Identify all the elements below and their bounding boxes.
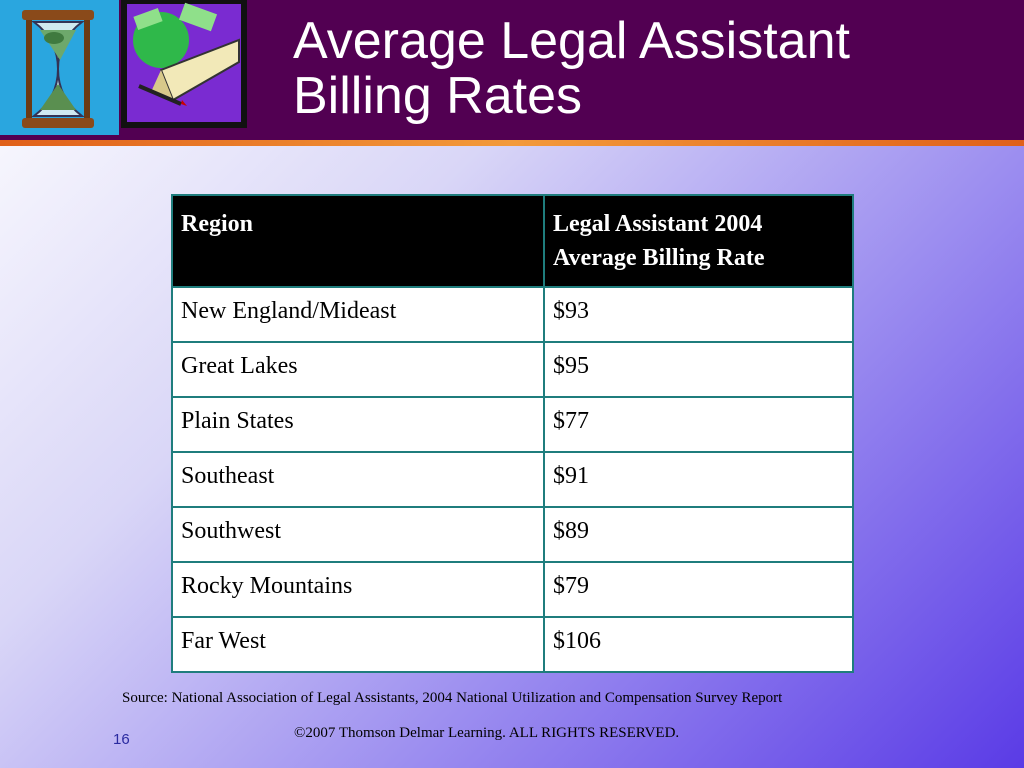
region-cell: Great Lakes	[171, 341, 545, 398]
region-cell: Southwest	[171, 506, 545, 563]
hourglass-money-clipart	[0, 0, 119, 135]
table-row: New England/Mideast $93	[171, 286, 854, 343]
source-note: Source: National Association of Legal As…	[122, 690, 783, 706]
region-cell: New England/Mideast	[171, 286, 545, 343]
header-billing-rate-line2: Average Billing Rate	[553, 245, 765, 271]
header-accent-line	[0, 140, 1024, 146]
table-row: Great Lakes $95	[171, 341, 854, 398]
table-row: Southwest $89	[171, 506, 854, 563]
table-row: Far West $106	[171, 616, 854, 673]
region-cell: Far West	[171, 616, 545, 673]
header-billing-rate: Legal Assistant 2004 Average Billing Rat…	[543, 194, 854, 288]
header-billing-rate-line1: Legal Assistant 2004	[553, 211, 763, 237]
table-row: Rocky Mountains $79	[171, 561, 854, 618]
slide-title-line2: Billing Rates	[293, 67, 583, 125]
table-row: Southeast $91	[171, 451, 854, 508]
region-cell: Plain States	[171, 396, 545, 453]
slide-title: Average Legal Assistant Billing Rates	[293, 14, 1013, 124]
money-book-pen-clipart	[121, 0, 247, 128]
region-cell: Rocky Mountains	[171, 561, 545, 618]
slide-title-line1: Average Legal Assistant	[293, 12, 850, 70]
region-cell: Southeast	[171, 451, 545, 508]
rate-cell: $106	[543, 616, 854, 673]
rate-cell: $79	[543, 561, 854, 618]
table-header-row: Region Legal Assistant 2004 Average Bill…	[171, 194, 854, 288]
rate-cell: $91	[543, 451, 854, 508]
rate-cell: $89	[543, 506, 854, 563]
rate-cell: $95	[543, 341, 854, 398]
rate-cell: $77	[543, 396, 854, 453]
rate-cell: $93	[543, 286, 854, 343]
table-row: Plain States $77	[171, 396, 854, 453]
header-region: Region	[171, 194, 545, 288]
page-number: 16	[113, 731, 130, 748]
copyright-note: ©2007 Thomson Delmar Learning. ALL RIGHT…	[294, 725, 680, 741]
billing-rates-table: Region Legal Assistant 2004 Average Bill…	[171, 194, 854, 673]
